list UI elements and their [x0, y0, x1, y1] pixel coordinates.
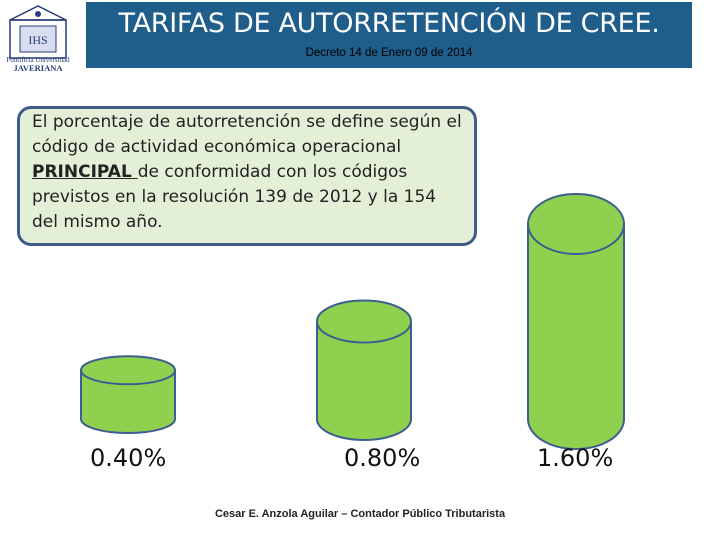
cylinder-body — [80, 369, 176, 434]
rate-cylinder-3 — [527, 193, 625, 450]
description-box: El porcentaje de autorretención se defin… — [17, 106, 477, 246]
page-subtitle: Decreto 14 de Enero 09 de 2014 — [305, 47, 473, 59]
title-banner: TARIFAS DE AUTORRETENCIÓN DE CREE. Decre… — [86, 2, 692, 68]
logo-line2: JAVERIANA — [13, 63, 63, 73]
cylinder-body — [316, 320, 412, 441]
rate-label-1: 0.40% — [90, 444, 167, 472]
footer-author: Cesar E. Anzola Aguilar – Contador Públi… — [214, 508, 506, 520]
rate-cylinder-1 — [80, 355, 176, 434]
university-crest-icon: IHS — [9, 5, 67, 59]
rate-label-2: 0.80% — [344, 444, 421, 472]
rate-label-3: 1.60% — [537, 444, 614, 472]
description-text-end: de conformidad con los códigos previstos… — [32, 162, 437, 232]
cylinder-top — [80, 355, 176, 386]
description-emphasis: PRINCIPAL — [32, 162, 138, 182]
svg-text:IHS: IHS — [28, 33, 47, 47]
cylinder-body — [527, 223, 625, 450]
description-text-start: El porcentaje de autorretención se defin… — [32, 112, 462, 157]
logo-line1: Pontificia Universidad — [6, 56, 70, 64]
rate-cylinder-2 — [316, 299, 412, 441]
cylinder-top — [316, 299, 412, 344]
cylinder-top — [527, 193, 625, 255]
page-title: TARIFAS DE AUTORRETENCIÓN DE CREE. — [118, 8, 660, 39]
